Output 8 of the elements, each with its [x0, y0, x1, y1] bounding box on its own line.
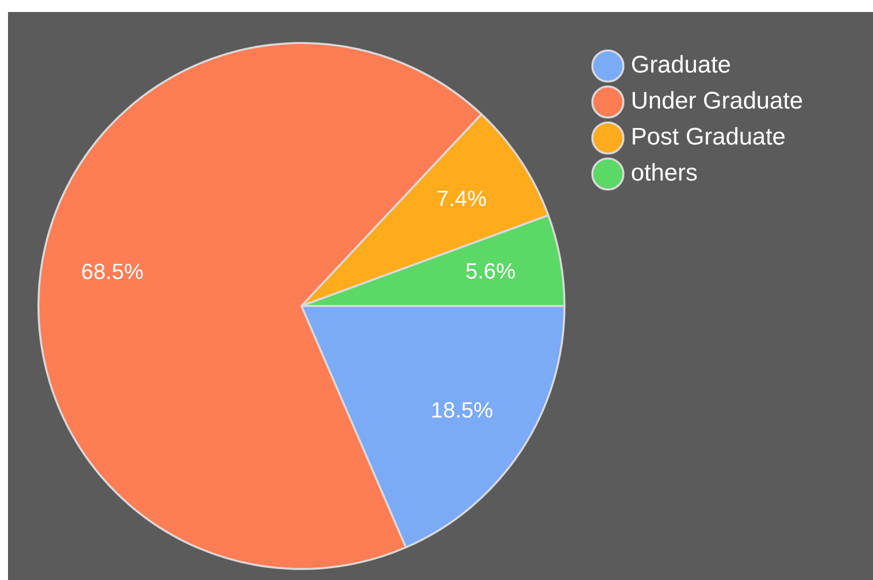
data-label: 5.6%	[465, 258, 516, 284]
legend-label: Under Graduate	[630, 88, 804, 115]
data-label: 7.4%	[436, 186, 487, 212]
legend-label: Post Graduate	[630, 124, 786, 151]
legend-label: Graduate	[630, 52, 731, 79]
data-label: 68.5%	[81, 259, 144, 284]
data-label: 18.5%	[430, 397, 494, 422]
legend-label: others	[630, 160, 698, 187]
